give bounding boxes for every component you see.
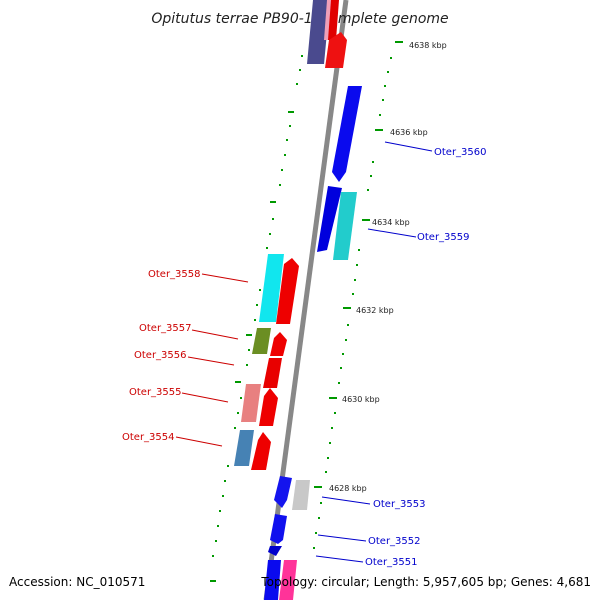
- gene-label-oter-3558[interactable]: Oter_3558: [148, 269, 201, 280]
- kbp-label-4628: 4628 kbp: [329, 484, 367, 493]
- leader-oter-3556: [187, 356, 235, 366]
- gene-label-oter-3557[interactable]: Oter_3557: [139, 323, 192, 334]
- gene-top-red-a[interactable]: [328, 0, 339, 40]
- gene-oter-3554-steelblue[interactable]: [234, 430, 254, 466]
- gene-oter-3558-cyan[interactable]: [259, 254, 284, 322]
- gene-oter-3552-small[interactable]: [268, 546, 282, 556]
- leader-oter-3557: [191, 329, 239, 340]
- gene-label-oter-3559[interactable]: Oter_3559: [417, 232, 470, 243]
- topology-text: Topology: circular; Length: 5,957,605 bp…: [260, 575, 591, 589]
- kbp-label-4634: 4634 kbp: [372, 218, 410, 227]
- kbp-label-4632: 4632 kbp: [356, 306, 394, 315]
- gene-oter-3551-blue[interactable]: [264, 560, 281, 600]
- gene-oter-3555-salmon[interactable]: [241, 384, 261, 422]
- gene-oter-3559-blue[interactable]: [317, 186, 342, 252]
- leader-oter-3552: [317, 534, 367, 542]
- gene-oter-3552-blue[interactable]: [270, 514, 287, 544]
- kbp-label-4630: 4630 kbp: [342, 395, 380, 404]
- gene-oter-3555-red[interactable]: [259, 388, 278, 426]
- gene-oter-3551-magenta[interactable]: [279, 560, 297, 600]
- kbp-label-4638: 4638 kbp: [409, 41, 447, 50]
- leader-oter-3554: [175, 436, 223, 447]
- leader-oter-3553: [321, 496, 371, 505]
- gene-label-oter-3553[interactable]: Oter_3553: [373, 499, 426, 510]
- gene-label-oter-3552[interactable]: Oter_3552: [368, 536, 421, 547]
- gene-label-oter-3554[interactable]: Oter_3554: [122, 432, 175, 443]
- leader-oter-3560: [384, 141, 433, 152]
- gene-oter-3553-gray[interactable]: [292, 480, 310, 510]
- gene-oter-3560[interactable]: [332, 86, 362, 182]
- gene-oter-3558-red[interactable]: [276, 258, 299, 324]
- leader-oter-3555: [181, 392, 229, 403]
- outer-tick-marks: [313, 41, 403, 549]
- gene-label-oter-3556[interactable]: Oter_3556: [134, 350, 187, 361]
- gene-label-oter-3555[interactable]: Oter_3555: [129, 387, 182, 398]
- leader-oter-3558: [201, 273, 249, 283]
- kbp-label-4636: 4636 kbp: [390, 128, 428, 137]
- inner-tick-marks: [210, 55, 303, 582]
- leader-oter-3551: [315, 555, 364, 563]
- leader-oter-3559: [367, 228, 417, 238]
- gene-top-red-b[interactable]: [325, 32, 347, 68]
- gene-oter-3559-teal[interactable]: [333, 192, 357, 260]
- gene-oter-3556-red[interactable]: [263, 358, 282, 388]
- gene-label-oter-3560[interactable]: Oter_3560: [434, 147, 487, 158]
- gene-oter-3554-red[interactable]: [251, 432, 271, 470]
- gene-top-indigo[interactable]: [307, 0, 330, 64]
- gene-label-oter-3551[interactable]: Oter_3551: [365, 557, 418, 568]
- map-title: Opitutus terrae PB90-1, complete genome: [151, 11, 448, 27]
- gene-oter-3557-olive[interactable]: [252, 328, 271, 354]
- accession-text: Accession: NC_010571: [9, 575, 145, 589]
- gene-oter-3553-blue[interactable]: [274, 476, 292, 508]
- gene-oter-3557-red[interactable]: [270, 332, 287, 356]
